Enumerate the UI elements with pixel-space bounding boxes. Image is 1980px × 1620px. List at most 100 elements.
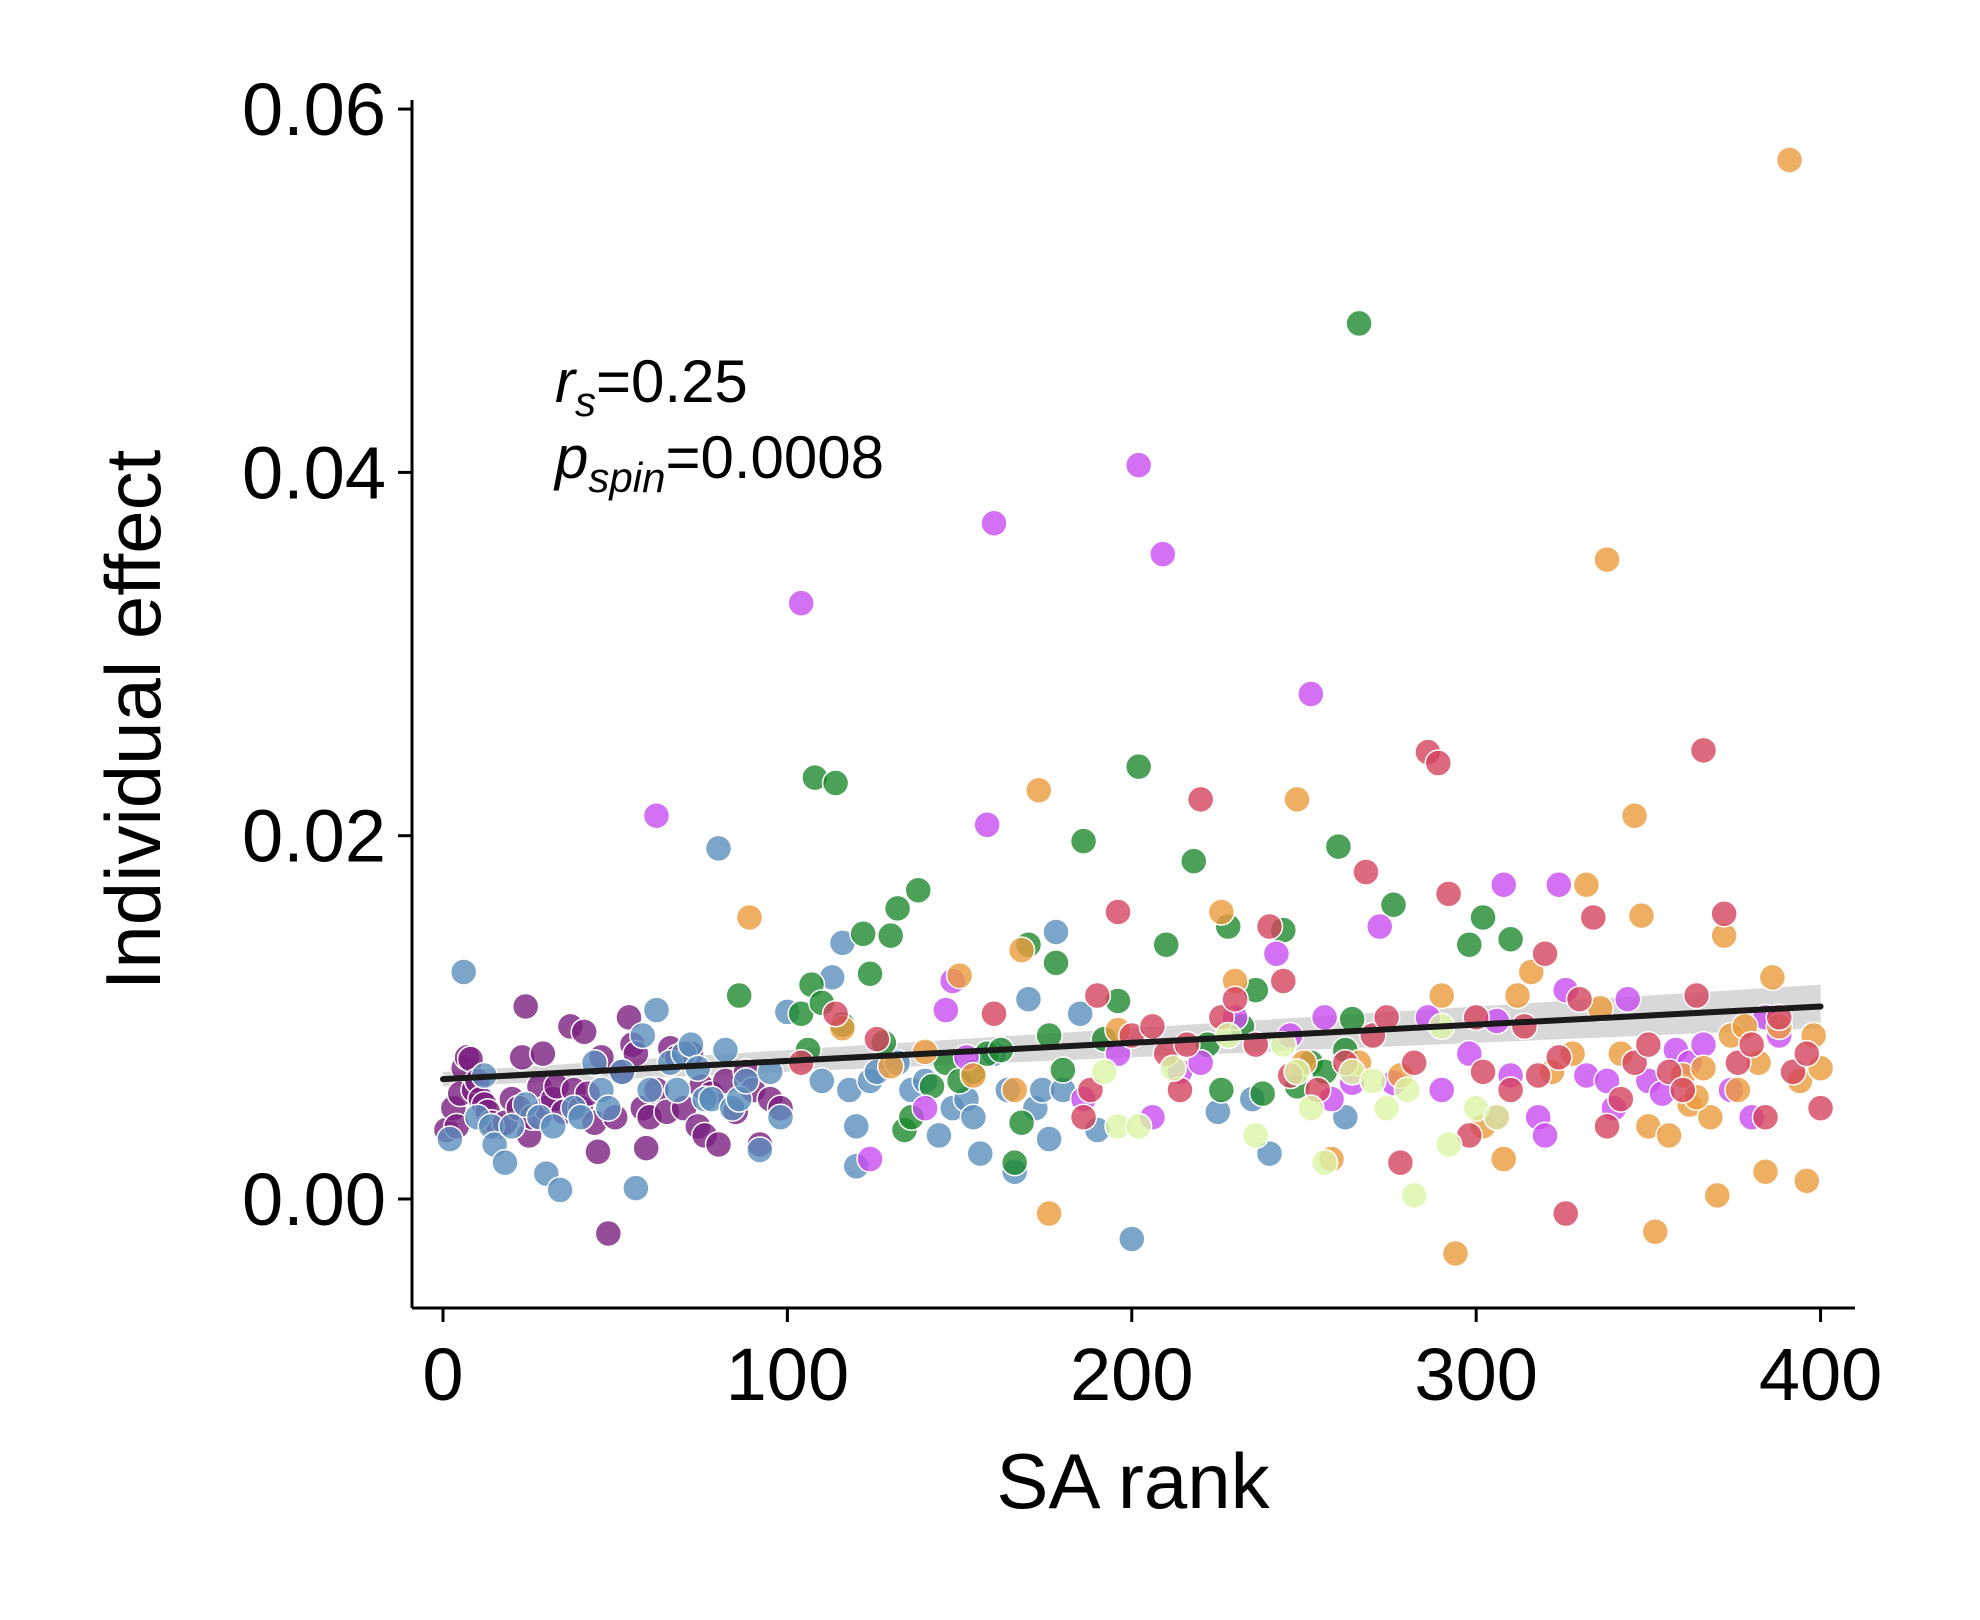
scatter-point: [1352, 858, 1380, 886]
x-tick-label: 300: [1414, 1333, 1537, 1416]
scatter-point: [1758, 963, 1787, 992]
scatter-point: [980, 999, 1008, 1028]
scatter-point: [1551, 1199, 1580, 1228]
scatter-point: [1000, 1076, 1029, 1104]
scatter-point: [849, 920, 877, 948]
x-tick-label: 0: [422, 1333, 463, 1416]
scatter-point: [1180, 847, 1208, 875]
scatter-point: [959, 1061, 988, 1090]
scatter-point: [1669, 1076, 1697, 1104]
scatter-point: [1696, 1103, 1725, 1132]
scatter-point: [856, 1145, 884, 1173]
scatter-point: [1400, 1181, 1428, 1210]
scatter-point: [1737, 1030, 1766, 1059]
scatter-point: [449, 958, 478, 986]
scatter-point: [1434, 1130, 1463, 1159]
scatter-point: [766, 1103, 795, 1132]
scatter-point: [635, 1076, 664, 1104]
scatter-point: [1149, 540, 1177, 568]
scatter-point: [1269, 967, 1298, 995]
scatter-point: [1025, 776, 1053, 805]
scatter-point: [1152, 930, 1180, 959]
scatter-point: [1503, 981, 1532, 1010]
scatter-point: [1489, 1145, 1518, 1173]
scatter-point: [539, 1112, 567, 1141]
scatter-point: [1489, 870, 1518, 899]
scatter-point: [1641, 1217, 1670, 1246]
scatter-point: [1427, 1076, 1456, 1104]
scatter-point: [1496, 925, 1525, 953]
scatter-point: [1124, 752, 1153, 781]
scatter-point: [1751, 1158, 1780, 1186]
scatter-point: [632, 1134, 660, 1162]
scatter-point: [1000, 1148, 1029, 1177]
scatter-point: [1434, 880, 1463, 908]
scatter-point: [1682, 981, 1711, 1010]
scatter-point: [1118, 1225, 1146, 1253]
scatter-point: [1424, 749, 1453, 777]
scatter-point: [622, 1174, 650, 1202]
scatter-point: [628, 1021, 657, 1050]
scatter-point: [725, 981, 753, 1010]
scatter-point: [1248, 1079, 1277, 1108]
scatter-point: [1124, 451, 1153, 479]
scatter-point: [1372, 1094, 1401, 1122]
scatter-point: [787, 589, 815, 617]
scatter-point: [1579, 903, 1608, 932]
scatter-point: [704, 834, 733, 863]
scatter-point: [1531, 1121, 1559, 1150]
scatter-point: [856, 960, 884, 988]
scatter-point: [1379, 890, 1408, 919]
scatter-point: [1173, 1030, 1201, 1059]
scatter-point: [498, 1112, 526, 1141]
scatter-point: [842, 1112, 871, 1141]
scatter-point: [594, 1094, 623, 1122]
scatter-point: [1159, 1054, 1187, 1082]
pspin-annotation: pspin=0.0008: [553, 424, 884, 501]
scatter-point: [1310, 1148, 1339, 1177]
scatter-point: [1066, 999, 1094, 1028]
scatter-point: [1607, 1085, 1635, 1113]
y-axis-label: Individual effect: [89, 449, 177, 990]
scatter-point: [1483, 1103, 1511, 1132]
scatter-point: [1627, 901, 1656, 930]
spearman-annotation: rs=0.25: [555, 348, 748, 425]
scatter-point: [677, 1030, 705, 1059]
scatter-point: [1469, 1058, 1497, 1086]
scatter-point: [945, 961, 974, 990]
axes: 0 100 200 300 400 0.00 0.02 0.04 0.06: [242, 68, 1882, 1416]
scatter-point: [959, 1103, 988, 1132]
scatter-point: [1221, 985, 1249, 1013]
scatter-point: [642, 996, 671, 1024]
scatter-point: [1207, 898, 1236, 926]
scatter-point: [1090, 1058, 1118, 1086]
scatter-point: [1441, 1239, 1470, 1268]
scatter-point: [1689, 736, 1718, 765]
scatter-point: [1242, 1121, 1270, 1150]
y-tick-label: 0.02: [242, 795, 386, 878]
scatter-points: [432, 146, 1835, 1268]
scatter-point: [1207, 1076, 1236, 1104]
scatter-point: [1283, 1058, 1311, 1086]
scatter-point: [491, 1148, 519, 1177]
scatter-point: [1710, 900, 1738, 928]
scatter-point: [1455, 930, 1484, 959]
scatter-point: [1634, 1030, 1663, 1059]
scatter-point: [1531, 940, 1559, 968]
scatter-point: [1255, 912, 1284, 941]
scatter-point: [1297, 1094, 1325, 1122]
fit-line: [439, 1003, 1824, 1083]
scatter-point: [1365, 912, 1394, 941]
scatter-point: [1345, 309, 1373, 338]
scatter-point: [1689, 1030, 1718, 1059]
scatter-point: [1007, 1108, 1036, 1137]
scatter-point: [1386, 1148, 1415, 1177]
scatter-point: [1793, 1167, 1821, 1195]
scatter-point: [1593, 545, 1621, 574]
scatter-point: [1124, 1112, 1153, 1141]
x-tick-label: 400: [1759, 1333, 1882, 1416]
scatter-point: [1724, 1076, 1752, 1104]
scatter-point: [663, 1076, 691, 1104]
scatter-point: [925, 1121, 953, 1150]
scatter-point: [642, 801, 671, 830]
